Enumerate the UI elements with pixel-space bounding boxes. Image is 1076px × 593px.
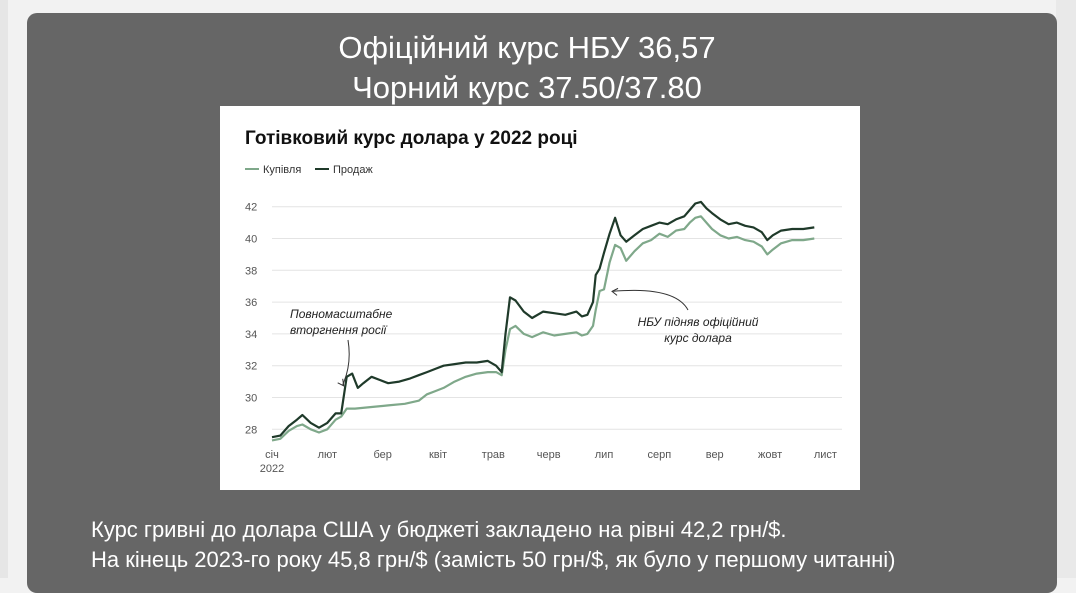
x-tick-label: лип	[595, 449, 614, 461]
annotation-invasion-arrowhead	[337, 378, 345, 387]
x-tick-label: бер	[373, 449, 391, 461]
y-tick-label: 36	[245, 297, 257, 309]
x-tick-label: квіт	[429, 449, 447, 461]
annotations: Повномасштабне вторгнення росії НБУ підняв…	[290, 287, 759, 387]
annotation-nbu-arrow	[611, 289, 689, 311]
official-rate-heading: Офіційний курс НБУ 36,57	[338, 30, 716, 65]
y-axis: 28 30 32 34 36 38 40 42	[245, 202, 257, 437]
y-tick-label: 38	[245, 265, 257, 277]
x-tick-label: січ	[265, 449, 279, 461]
annotation-invasion: Повномасштабне вторгнення росії	[290, 307, 393, 387]
x-tick-label: лист	[814, 449, 837, 461]
x-axis: січ лют бер квіт трав черв лип серп вер жовт лист 2…	[260, 449, 837, 475]
cash-dollar-rate-chart: Готівковий курс долара у 2022 році Купів…	[245, 128, 842, 475]
x-tick-label: лют	[318, 449, 337, 461]
x-tick-label: серп	[648, 449, 672, 461]
left-window-edge	[0, 0, 8, 578]
x-tick-label: вер	[706, 449, 724, 461]
chart-card: Готівковий курс долара у 2022 році Купів…	[220, 106, 860, 490]
y-tick-label: 34	[245, 329, 257, 341]
y-tick-label: 32	[245, 361, 257, 373]
annotation-invasion-text: Повномасштабне	[290, 307, 393, 321]
annotation-nbu-arrowhead	[611, 287, 619, 296]
y-tick-label: 30	[245, 392, 257, 404]
annotation-invasion-arrow	[342, 339, 350, 386]
y-tick-label: 28	[245, 424, 257, 436]
x-tick-label: черв	[537, 449, 561, 461]
right-window-edge	[1056, 0, 1076, 578]
x-tick-label: трав	[482, 449, 505, 461]
legend-buy-label: Купівля	[263, 164, 301, 176]
series-line-buy	[271, 215, 815, 442]
series-line-sell	[271, 200, 815, 439]
year-end-rate-caption: На кінець 2023-го року 45,8 грн/$ (заміс…	[91, 547, 896, 572]
legend: Купівля Продаж	[245, 164, 373, 176]
black-market-rate-heading: Чорний курс 37.50/37.80	[352, 70, 702, 105]
legend-sell-label: Продаж	[333, 164, 373, 176]
annotation-nbu-text: курс долара	[664, 331, 732, 345]
y-tick-label: 42	[245, 202, 257, 214]
annotation-invasion-text: вторгнення росії	[290, 323, 387, 337]
x-tick-year-label: 2022	[260, 463, 284, 475]
y-tick-label: 40	[245, 234, 257, 246]
x-tick-label: жовт	[758, 449, 782, 461]
chart-title: Готівковий курс долара у 2022 році	[245, 128, 578, 149]
series-lines	[271, 200, 815, 442]
budget-rate-caption: Курс гривні до долара США у бюджеті закл…	[91, 517, 787, 542]
annotation-nbu: НБУ підняв офіційний курс долара	[611, 287, 759, 345]
grid	[272, 206, 842, 430]
annotation-nbu-text: НБУ підняв офіційний	[638, 315, 759, 329]
